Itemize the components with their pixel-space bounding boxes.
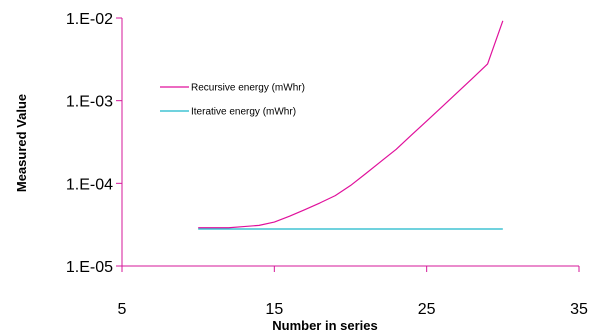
y-tick-label: 1.E-05 <box>66 259 113 276</box>
x-axis-title: Number in series <box>272 318 378 333</box>
x-tick-label: 35 <box>570 301 588 318</box>
legend-label: Recursive energy (mWhr) <box>191 83 305 94</box>
x-tick-label: 5 <box>118 301 127 318</box>
axes <box>116 17 580 272</box>
y-axis-title: Measured Value <box>14 94 29 192</box>
legend-label: Iterative energy (mWhr) <box>191 107 296 118</box>
tick-labels: 1.E-05 1.E-04 1.E-03 1.E-02 5 15 25 35 <box>66 11 588 318</box>
y-tick-label: 1.E-03 <box>66 94 113 111</box>
legend: Recursive energy (mWhr) Iterative energy … <box>160 83 305 118</box>
y-tick-label: 1.E-04 <box>66 176 113 193</box>
y-tick-label: 1.E-02 <box>66 11 113 28</box>
series-line <box>198 20 504 229</box>
x-tick-label: 25 <box>418 301 436 318</box>
x-tick-label: 15 <box>265 301 283 318</box>
series-lines <box>198 20 504 230</box>
